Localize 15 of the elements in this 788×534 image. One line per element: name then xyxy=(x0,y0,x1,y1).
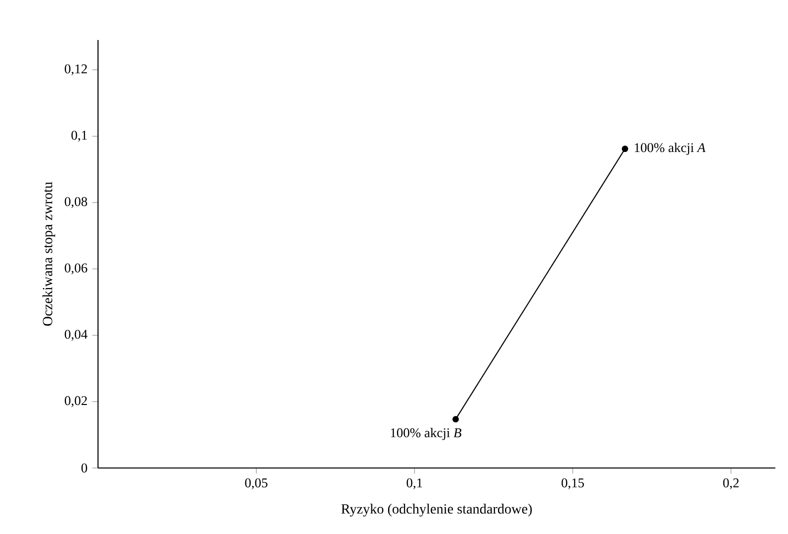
x-tick-label: 0,05 xyxy=(245,478,268,490)
y-tick-label: 0,06 xyxy=(64,263,88,274)
x-tick-label: 0,15 xyxy=(562,478,584,490)
annotation: 100% akcji B xyxy=(390,428,462,440)
x-axis-title: Ryzyko (odchylenie standardowe) xyxy=(341,504,532,517)
x-tick-label: 0,2 xyxy=(723,478,739,490)
y-tick-label: 0,08 xyxy=(64,197,88,208)
y-tick-label: 0,04 xyxy=(64,330,88,341)
annotation: 100% akcji A xyxy=(634,142,706,155)
y-tick-label: 0,02 xyxy=(64,396,87,408)
y-tick-label: 0 xyxy=(81,463,88,472)
y-axis-title: Oczekiwana stopa zwrotu xyxy=(42,182,56,326)
y-tick-label: 0,1 xyxy=(71,130,87,142)
y-tick-label: 0,12 xyxy=(64,64,87,76)
x-tick-label: 0,1 xyxy=(406,478,422,490)
